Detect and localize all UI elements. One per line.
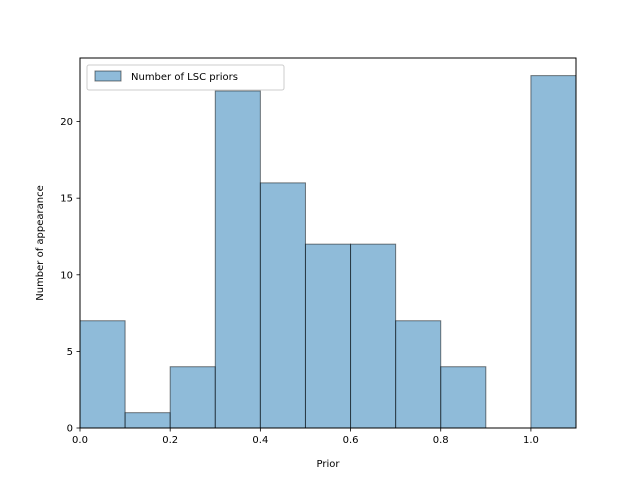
- y-axis-label: Number of appearance: [35, 185, 46, 301]
- y-tick-label: 20: [60, 117, 73, 128]
- legend-swatch: [94, 70, 122, 82]
- histogram-bar: [440, 366, 487, 429]
- histogram-bar: [79, 320, 126, 429]
- y-axis-ticks: 0 5 10 15 20: [60, 117, 80, 435]
- histogram-bar: [304, 243, 352, 429]
- histogram-bar: [124, 412, 171, 429]
- x-axis-ticks: 0.0 0.2 0.4 0.6 0.8 1.0: [72, 428, 539, 446]
- histogram-bar: [259, 182, 306, 429]
- legend-frame: [86, 64, 285, 91]
- legend-label: Number of LSC priors: [131, 72, 238, 83]
- plot-frame: [79, 57, 577, 429]
- x-tick-label: 1.0: [523, 435, 539, 446]
- histogram-bar: [350, 243, 397, 429]
- y-tick-label: 10: [60, 270, 73, 281]
- histogram-bar: [214, 90, 261, 429]
- y-tick-label: 5: [67, 347, 73, 358]
- histogram-bar: [169, 366, 216, 429]
- legend: Number of LSC priors: [86, 64, 285, 91]
- x-tick-label: 0.0: [72, 435, 88, 446]
- histogram-bar: [530, 75, 577, 429]
- x-axis-label: Prior: [317, 459, 341, 470]
- histogram-bar: [395, 320, 442, 429]
- x-tick-label: 0.8: [433, 435, 449, 446]
- x-tick-label: 0.4: [252, 435, 268, 446]
- y-tick-label: 0: [67, 424, 73, 435]
- bars-group: [79, 75, 577, 429]
- x-tick-label: 0.2: [162, 435, 178, 446]
- y-tick-label: 15: [60, 194, 73, 205]
- x-tick-label: 0.6: [343, 435, 359, 446]
